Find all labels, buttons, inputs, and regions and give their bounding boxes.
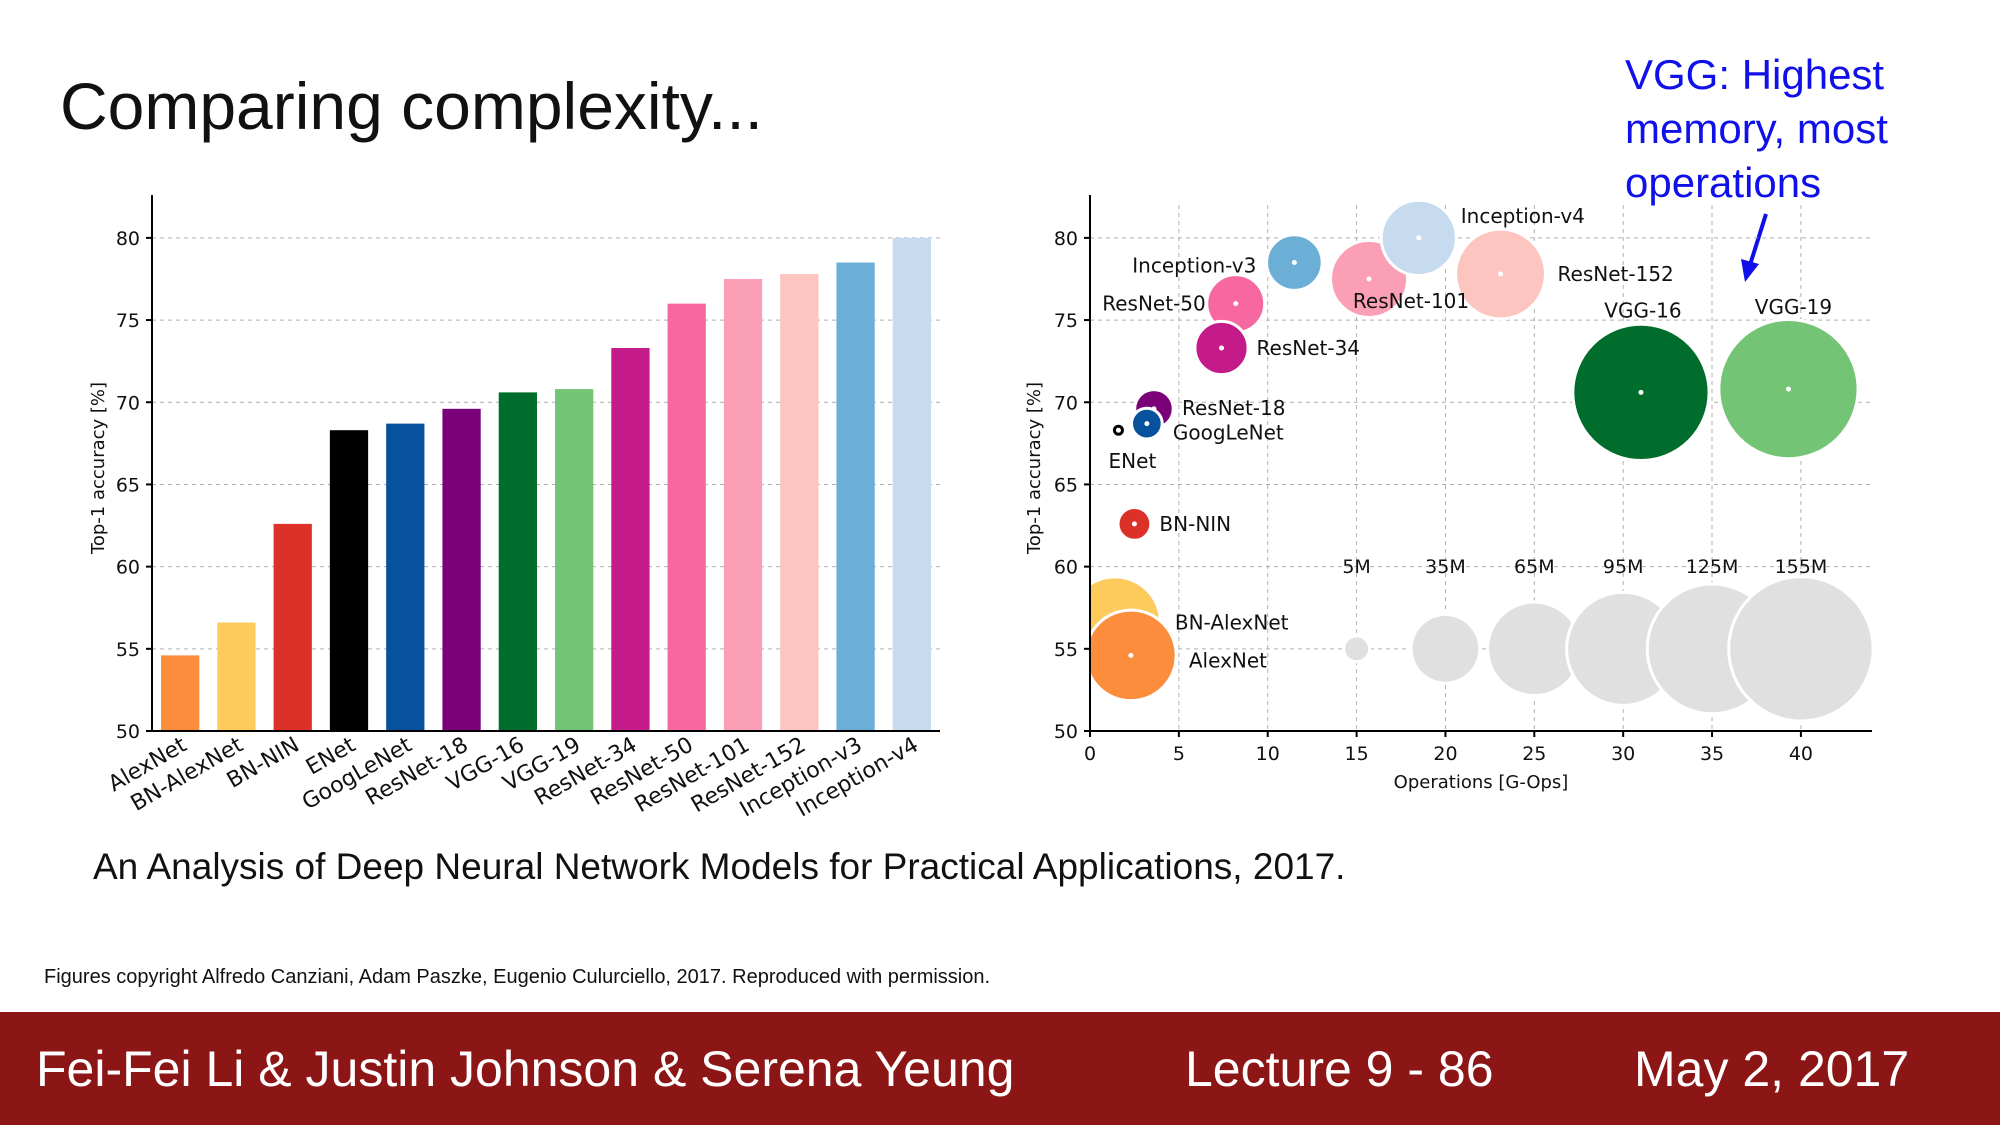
y-tick-label: 75	[1054, 310, 1078, 332]
point-label: AlexNet	[1189, 648, 1267, 672]
bubble-center-dot	[1638, 389, 1644, 395]
bar	[386, 423, 425, 731]
point-label: ENet	[1109, 449, 1157, 473]
bar	[555, 389, 594, 731]
footer-lecture: Lecture 9 - 86	[1185, 1041, 1494, 1097]
y-tick-label: 60	[1054, 557, 1078, 579]
bar	[780, 274, 819, 731]
point-label: ResNet-101	[1353, 289, 1469, 313]
size-legend-label: 65M	[1514, 556, 1555, 578]
bar	[892, 237, 931, 731]
annotation-line: VGG: Highest	[1625, 51, 1885, 98]
point-label: BN-NIN	[1159, 512, 1231, 536]
bar	[442, 408, 481, 731]
point-label: ResNet-152	[1558, 262, 1674, 286]
point-label: ResNet-50	[1102, 292, 1206, 316]
point-label: GoogLeNet	[1173, 421, 1284, 445]
point-label: ResNet-18	[1182, 396, 1286, 420]
point-label: VGG-16	[1604, 298, 1681, 322]
bubble-center-dot	[1131, 521, 1137, 527]
slide-title: Comparing complexity...	[60, 69, 764, 143]
bar	[217, 622, 256, 731]
point-label: VGG-19	[1755, 295, 1832, 319]
bubble-center-dot	[1416, 235, 1422, 241]
bar	[667, 303, 706, 731]
size-legend-label: 95M	[1603, 556, 1644, 578]
y-tick-label: 65	[1054, 474, 1078, 496]
bubble-center-dot	[1128, 652, 1134, 658]
y-tick-label: 70	[1054, 392, 1078, 414]
bar	[723, 278, 763, 731]
footer-date: May 2, 2017	[1634, 1041, 1910, 1097]
vgg-annotation: VGG: Highest memory, most operations	[1625, 48, 1975, 210]
x-tick-label: 40	[1789, 743, 1813, 765]
bubble-chart: 50 55 60 65 70 75 80 0 5 10 15 20 25 30 35 40 Top-1 accu…	[1024, 195, 1874, 793]
footer-authors: Fei-Fei Li & Justin Johnson & Serena Yeu…	[36, 1041, 1015, 1097]
citation: An Analysis of Deep Neural Network Model…	[93, 846, 1346, 887]
size-legend-label: 35M	[1425, 556, 1466, 578]
bubble-center-dot	[1219, 345, 1225, 351]
size-legend-label: 155M	[1775, 556, 1828, 578]
x-axis-label: Operations [G-Ops]	[1394, 772, 1569, 793]
x-tick-label: 15	[1344, 743, 1368, 765]
bubble-center-dot	[1785, 386, 1791, 392]
y-tick-label: 55	[116, 639, 140, 661]
point-label: ResNet-34	[1257, 336, 1361, 360]
x-tick-label: 5	[1173, 743, 1185, 765]
size-legend-label: 125M	[1686, 556, 1739, 578]
bar	[836, 262, 875, 731]
y-axis-label: Top-1 accuracy [%]	[1024, 382, 1045, 555]
size-legend-bubble	[1342, 634, 1372, 664]
size-legend-bubble	[1727, 575, 1874, 723]
annotation-line: operations	[1625, 159, 1822, 206]
y-tick-label: 75	[116, 310, 140, 332]
bubble-center-dot	[1291, 260, 1297, 266]
bar	[329, 430, 369, 731]
y-axis-label: Top-1 accuracy [%]	[88, 382, 109, 555]
bar	[273, 523, 312, 731]
point-label: Inception-v3	[1132, 254, 1256, 278]
point-label: BN-AlexNet	[1175, 611, 1289, 635]
size-legend-bubble	[1409, 612, 1482, 685]
x-tick-label: 0	[1084, 743, 1096, 765]
y-tick-label: 80	[1054, 228, 1078, 250]
bubble-center-dot	[1144, 421, 1150, 427]
copyright-note: Figures copyright Alfredo Canziani, Adam…	[44, 966, 991, 988]
footer-bar: Fei-Fei Li & Justin Johnson & Serena Yeu…	[0, 1012, 2000, 1125]
y-tick-label: 70	[116, 392, 140, 414]
y-tick-label: 80	[116, 228, 140, 250]
annotation-line: memory, most	[1625, 105, 1888, 152]
bubble-center-dot	[1366, 276, 1372, 282]
bubble-center-dot	[1233, 301, 1239, 307]
y-tick-label: 50	[116, 721, 140, 743]
x-tick-label: 35	[1700, 743, 1724, 765]
bubble-center-dot	[1115, 427, 1121, 433]
y-tick-label: 50	[1054, 721, 1078, 743]
y-tick-label: 65	[116, 474, 140, 496]
x-tick-label: 25	[1522, 743, 1546, 765]
bubble-layer	[1090, 198, 1874, 723]
bar	[498, 392, 537, 731]
bar	[611, 348, 650, 731]
bubble-center-dot	[1498, 271, 1504, 277]
y-tick-label: 55	[1054, 639, 1078, 661]
x-tick-label: 20	[1433, 743, 1457, 765]
x-tick-label: 30	[1611, 743, 1635, 765]
bar	[161, 655, 200, 731]
point-label: Inception-v4	[1461, 204, 1585, 228]
y-tick-label: 60	[116, 557, 140, 579]
x-tick-label: 10	[1256, 743, 1280, 765]
size-legend-label: 5M	[1342, 556, 1370, 578]
